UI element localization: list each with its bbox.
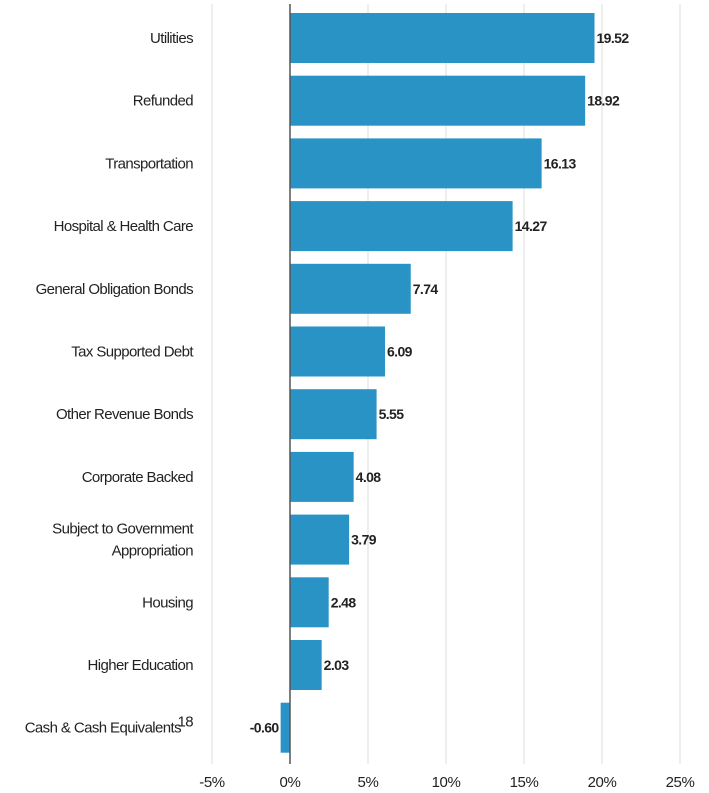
value-label: 2.03 xyxy=(324,657,350,673)
value-label: 7.74 xyxy=(413,281,439,297)
bar xyxy=(290,75,586,126)
category-label-line: Hospital & Health Care xyxy=(54,218,194,235)
category-label: Hospital & Health Care xyxy=(54,218,194,235)
bars xyxy=(280,4,595,764)
category-label-line: Corporate Backed xyxy=(82,469,194,486)
category-label: Tax Supported Debt xyxy=(71,344,194,361)
gridlines xyxy=(211,4,681,764)
value-label: 18.92 xyxy=(587,93,620,109)
x-tick-label: -5% xyxy=(199,774,225,791)
category-label-line: Other Revenue Bonds xyxy=(56,406,193,423)
category-label: Utilities xyxy=(150,30,193,47)
category-label: Transportation xyxy=(105,155,193,172)
category-label-line: Appropriation xyxy=(112,543,194,560)
value-label: -0.60 xyxy=(250,720,280,736)
footnote-marker: 18 xyxy=(178,714,194,731)
x-tick-label: 15% xyxy=(510,774,539,791)
category-label: Corporate Backed xyxy=(82,469,194,486)
category-label: Higher Education xyxy=(88,657,194,674)
value-label: 6.09 xyxy=(387,344,413,360)
value-label: 5.55 xyxy=(379,406,405,422)
category-label-line: Subject to Government xyxy=(52,521,194,538)
category-label: Subject to Government Appropriation xyxy=(52,521,194,560)
value-label: 16.13 xyxy=(544,155,577,171)
bar xyxy=(290,13,595,63)
bar xyxy=(290,389,377,440)
bar xyxy=(290,514,350,565)
bar xyxy=(290,640,322,690)
category-label-line: Higher Education xyxy=(88,657,194,674)
bar xyxy=(290,326,386,377)
bar xyxy=(290,577,329,628)
category-label-line: Cash & Cash Equivalents xyxy=(25,720,181,737)
category-labels: Utilities Refunded Transportation Hospital … xyxy=(25,30,195,737)
category-label-line: Utilities xyxy=(150,30,193,47)
value-label: 3.79 xyxy=(351,532,377,548)
value-labels: 19.52 18.92 16.13 14.27 7.74 6.09 5.55 4.08 3.79… xyxy=(250,30,630,736)
category-label: General Obligation Bonds xyxy=(36,281,193,298)
bar xyxy=(290,451,354,502)
bar xyxy=(290,263,411,314)
bar xyxy=(290,201,513,252)
x-tick-label: 25% xyxy=(666,774,695,791)
bar xyxy=(290,138,542,189)
x-axis-ticks: -5% 0% 5% 10% 15% 20% 25% xyxy=(199,774,695,791)
category-label-line: General Obligation Bonds xyxy=(36,281,193,298)
bar xyxy=(280,702,290,753)
value-label: 4.08 xyxy=(356,469,382,485)
category-label-line: Tax Supported Debt xyxy=(71,344,194,361)
category-label-line: Refunded xyxy=(133,93,194,110)
x-tick-label: 0% xyxy=(280,774,301,791)
value-label: 19.52 xyxy=(597,30,630,46)
category-label-line: Housing xyxy=(142,594,193,611)
category-label-line: Transportation xyxy=(105,155,193,172)
value-label: 2.48 xyxy=(331,594,357,610)
category-label: Other Revenue Bonds xyxy=(56,406,193,423)
category-label: Housing xyxy=(142,594,193,611)
x-tick-label: 10% xyxy=(432,774,461,791)
value-label: 14.27 xyxy=(515,218,548,234)
category-label: Refunded xyxy=(133,93,194,110)
x-tick-label: 5% xyxy=(358,774,379,791)
category-label: Cash & Cash Equivalents xyxy=(25,720,181,737)
x-tick-label: 20% xyxy=(588,774,617,791)
